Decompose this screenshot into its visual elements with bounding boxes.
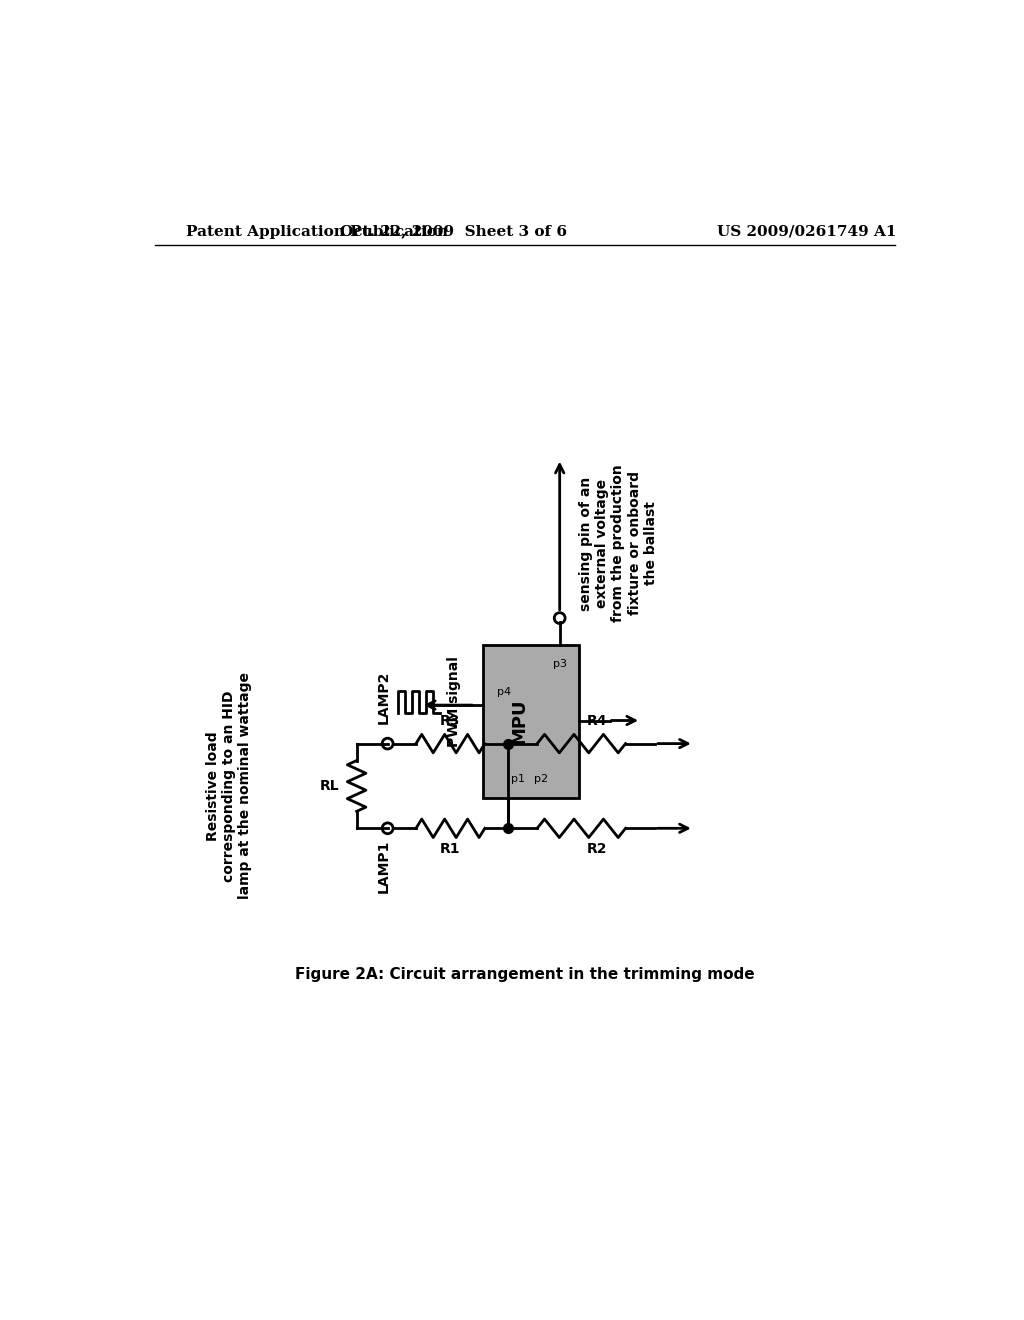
Text: PWM signal: PWM signal — [446, 656, 461, 747]
Text: US 2009/0261749 A1: US 2009/0261749 A1 — [717, 224, 896, 239]
Text: p3: p3 — [553, 659, 566, 669]
Text: Figure 2A: Circuit arrangement in the trimming mode: Figure 2A: Circuit arrangement in the tr… — [295, 968, 755, 982]
Text: R4: R4 — [587, 714, 607, 729]
Text: Patent Application Publication: Patent Application Publication — [186, 224, 449, 239]
Text: sensing pin of an
external voltage
from the production
fixture or onboard
the ba: sensing pin of an external voltage from … — [579, 465, 657, 622]
Text: MPU: MPU — [511, 698, 528, 744]
Text: p2: p2 — [534, 774, 548, 784]
Text: p4: p4 — [497, 688, 511, 697]
Text: R1: R1 — [440, 842, 461, 857]
Text: LAMP2: LAMP2 — [377, 671, 391, 725]
Text: Resistive load
corresponding to an HID
lamp at the nominal wattage: Resistive load corresponding to an HID l… — [206, 672, 252, 899]
Text: LAMP1: LAMP1 — [377, 840, 391, 894]
Text: Oct. 22, 2009  Sheet 3 of 6: Oct. 22, 2009 Sheet 3 of 6 — [340, 224, 567, 239]
Text: R3: R3 — [440, 714, 461, 729]
Bar — [483, 645, 579, 797]
Text: R2: R2 — [587, 842, 607, 857]
Text: p1: p1 — [511, 774, 525, 784]
Text: RL: RL — [319, 779, 340, 793]
